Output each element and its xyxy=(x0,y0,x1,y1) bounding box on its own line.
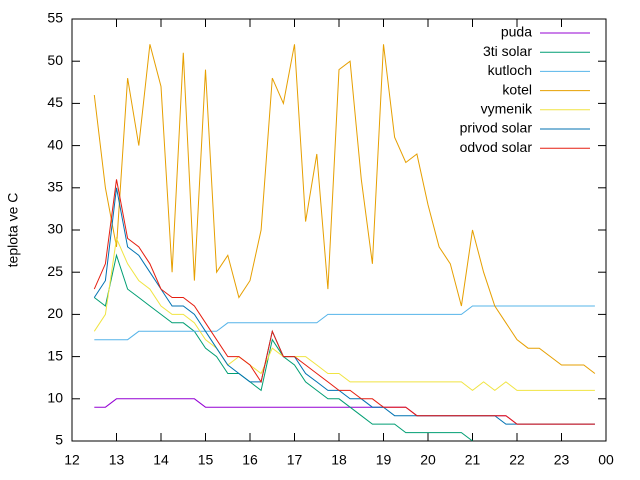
legend-label: privod solar xyxy=(460,120,533,136)
x-tick-label: 17 xyxy=(287,452,303,468)
x-tick-label: 12 xyxy=(64,452,80,468)
y-tick-label: 15 xyxy=(47,347,63,363)
series-line xyxy=(93,187,595,425)
y-axis-label: teplota ve C xyxy=(5,193,21,268)
x-tick-label: 15 xyxy=(198,452,214,468)
x-tick-label: 19 xyxy=(376,452,392,468)
x-tick-label: 16 xyxy=(242,452,258,468)
x-tick-label: 23 xyxy=(554,452,570,468)
y-tick-label: 50 xyxy=(47,52,63,68)
y-tick-label: 55 xyxy=(47,10,63,26)
y-tick-label: 25 xyxy=(47,263,63,279)
y-tick-label: 30 xyxy=(47,221,63,237)
x-tick-label: 20 xyxy=(420,452,436,468)
y-tick-label: 35 xyxy=(47,179,63,195)
y-tick-label: 10 xyxy=(47,390,63,406)
x-tick-label: 13 xyxy=(109,452,125,468)
legend-label: 3ti solar xyxy=(483,43,532,59)
legend-label: puda xyxy=(501,24,532,40)
series-line xyxy=(93,236,595,392)
y-tick-label: 40 xyxy=(47,136,63,152)
x-tick-label: 18 xyxy=(331,452,347,468)
x-tick-label: 22 xyxy=(509,452,525,468)
x-tick-label: 21 xyxy=(465,452,481,468)
y-tick-label: 45 xyxy=(47,94,63,110)
y-tick-label: 5 xyxy=(55,432,63,448)
legend-label: vymenik xyxy=(481,101,533,117)
legend-label: odvod solar xyxy=(460,139,533,155)
legend-label: kutloch xyxy=(488,62,532,78)
series-line xyxy=(93,253,473,442)
series-line xyxy=(94,305,595,341)
series-line xyxy=(93,44,596,374)
legend-label: kotel xyxy=(502,81,532,97)
x-tick-label: 14 xyxy=(153,452,169,468)
series-line xyxy=(93,179,595,425)
x-tick-label: 00 xyxy=(598,452,614,468)
y-tick-label: 20 xyxy=(47,305,63,321)
